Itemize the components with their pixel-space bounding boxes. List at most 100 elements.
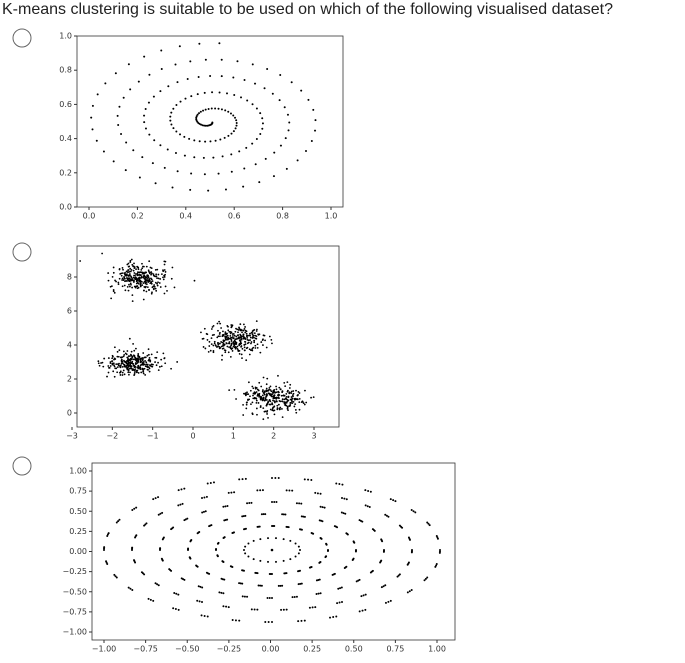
- dot: [224, 335, 227, 338]
- dot: [426, 576, 429, 579]
- dot: [250, 331, 253, 334]
- dot: [242, 333, 245, 336]
- dot: [234, 345, 237, 348]
- dot: [267, 401, 269, 404]
- dot: [97, 360, 100, 363]
- dot: [271, 403, 274, 406]
- dot: [239, 582, 242, 585]
- dot: [240, 345, 243, 347]
- dot: [124, 360, 127, 363]
- dot: [231, 350, 234, 352]
- dot: [361, 520, 364, 523]
- dot: [156, 351, 159, 354]
- dot: [245, 407, 248, 410]
- dot: [227, 351, 230, 354]
- dot: [280, 608, 283, 611]
- x-tick-label: 1.00: [428, 645, 446, 654]
- dot: [259, 405, 262, 407]
- dot: [150, 353, 153, 356]
- dot: [304, 150, 307, 153]
- dot: [244, 514, 247, 517]
- dot: [131, 286, 134, 289]
- dot: [297, 545, 300, 548]
- dot: [125, 141, 128, 144]
- dot: [235, 124, 238, 127]
- dot: [261, 339, 264, 341]
- dot: [142, 370, 145, 372]
- dot: [303, 478, 306, 481]
- dot: [384, 601, 387, 604]
- dot: [207, 189, 210, 192]
- dot: [252, 394, 254, 397]
- dot: [244, 340, 246, 343]
- dot: [230, 170, 233, 173]
- dot: [137, 367, 140, 370]
- dot: [164, 285, 167, 288]
- dot: [116, 350, 119, 353]
- dot: [239, 333, 242, 336]
- dot: [246, 342, 249, 345]
- dot: [124, 274, 127, 277]
- dot: [129, 353, 132, 356]
- dot: [115, 280, 117, 283]
- x-tick-label: 0.8: [276, 212, 289, 221]
- dot: [217, 335, 220, 338]
- dot: [249, 332, 251, 335]
- dot: [297, 583, 300, 586]
- dot: [238, 349, 241, 352]
- dot: [290, 81, 293, 84]
- dot: [263, 334, 266, 337]
- dot: [79, 260, 82, 262]
- dot: [220, 577, 223, 580]
- dot: [203, 496, 206, 499]
- dot: [243, 167, 246, 170]
- dot: [116, 114, 119, 117]
- dot: [124, 169, 127, 172]
- dot: [120, 132, 123, 135]
- dot: [384, 513, 387, 516]
- dot: [177, 593, 180, 596]
- dot: [258, 395, 261, 398]
- dot: [123, 373, 126, 376]
- dot: [117, 124, 120, 127]
- dot: [335, 615, 338, 618]
- dot: [230, 491, 233, 494]
- dot: [315, 593, 318, 596]
- radio-button[interactable]: [12, 456, 32, 476]
- dot: [267, 560, 270, 563]
- dot: [125, 367, 128, 369]
- dot: [154, 361, 156, 363]
- dot: [227, 338, 229, 341]
- dot: [225, 605, 228, 608]
- dot: [122, 268, 124, 271]
- dot: [264, 620, 267, 623]
- dot: [210, 107, 213, 110]
- radio-button[interactable]: [12, 28, 32, 48]
- dot: [183, 135, 186, 138]
- dot: [277, 390, 280, 393]
- dot: [283, 572, 286, 575]
- x-tick-label: 0.00: [262, 645, 280, 654]
- dot: [271, 477, 273, 479]
- dot: [230, 132, 233, 135]
- dot: [129, 357, 132, 360]
- dot: [260, 341, 263, 343]
- x-tick-label: −0.50: [175, 645, 200, 654]
- dot: [130, 362, 133, 365]
- dot: [173, 591, 176, 594]
- dot: [129, 270, 132, 273]
- dot: [275, 385, 278, 388]
- radio-button[interactable]: [12, 242, 32, 262]
- dot: [144, 285, 147, 288]
- dot: [144, 278, 147, 281]
- dot: [137, 268, 140, 271]
- dot: [234, 619, 237, 622]
- dot: [212, 349, 215, 352]
- dot: [271, 621, 273, 623]
- dot: [142, 271, 144, 274]
- dot: [231, 618, 234, 621]
- dot: [209, 75, 212, 78]
- dot: [179, 503, 182, 506]
- dot: [151, 162, 154, 165]
